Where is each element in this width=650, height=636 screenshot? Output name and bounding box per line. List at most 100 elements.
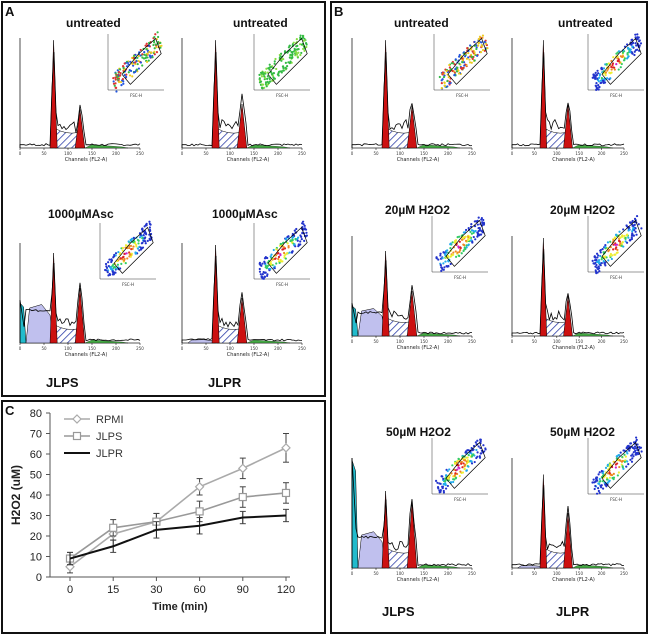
scatter-point <box>269 255 272 258</box>
scatter-point <box>604 264 607 267</box>
scatter-point <box>611 62 615 65</box>
hist-x-tick-label: 0 <box>351 571 354 576</box>
scatter-point <box>129 253 132 257</box>
scatter-point <box>478 227 481 230</box>
hist-x-tick-label: 250 <box>298 151 306 156</box>
scatter-point <box>607 259 610 262</box>
scatter-point <box>598 477 601 481</box>
scatter-x-label: FSC-H <box>610 275 622 280</box>
scatter-point <box>632 451 635 454</box>
scatter-point <box>299 234 302 237</box>
scatter-point <box>469 44 472 47</box>
scatter-point <box>151 56 154 59</box>
scatter-point <box>594 480 597 483</box>
scatter-point <box>261 277 264 280</box>
scatter-point <box>129 244 133 248</box>
scatter-point <box>604 74 607 77</box>
scatter-point <box>619 451 622 454</box>
scatter-point <box>441 73 444 76</box>
scatter-point <box>139 61 143 64</box>
scatter-point <box>479 440 482 443</box>
scatter-point <box>108 273 112 276</box>
scatter-point <box>440 82 443 85</box>
scatter-point <box>124 244 128 247</box>
hist-x-tick-label: 150 <box>88 346 96 351</box>
panel-b-row2-left-label: 20µM H2O2 <box>385 203 450 217</box>
sub-g1-area <box>25 304 54 344</box>
scatter-point <box>610 65 613 69</box>
scatter-point <box>607 472 610 475</box>
scatter-point <box>439 490 442 494</box>
scatter-point <box>155 46 158 49</box>
histogram-b-r1-l: 0 50 100 150 200 250 Channels (FL2-A) FSC-H <box>351 34 490 163</box>
scatter-point <box>288 56 291 59</box>
scatter-point <box>259 80 263 83</box>
scatter-point <box>467 454 470 457</box>
scatter-point <box>121 246 125 250</box>
scatter-point <box>125 252 128 255</box>
scatter-point <box>462 237 465 240</box>
s-phase-area <box>544 317 567 337</box>
scatter-point <box>637 223 640 226</box>
scatter-point <box>481 45 484 48</box>
scatter-point <box>438 75 441 79</box>
hist-x-axis-label: Channels (FL2-A) <box>397 157 440 163</box>
scatter-point <box>465 456 468 459</box>
sub-g1-area <box>516 565 544 569</box>
scatter-point <box>618 230 621 233</box>
scatter-point <box>131 75 134 78</box>
scatter-point <box>636 48 639 51</box>
panel-a-row2-left-label: 1000µMAsc <box>48 207 114 221</box>
scatter-point <box>148 238 152 242</box>
panel-b-row2-right-label: 20µM H2O2 <box>550 203 615 217</box>
scatter-point <box>277 74 280 77</box>
scatter-point <box>600 486 603 489</box>
scatter-point <box>136 238 139 242</box>
scatter-point <box>113 255 116 258</box>
scatter-point <box>118 68 122 71</box>
scatter-point <box>146 239 149 243</box>
scatter-point <box>138 249 141 252</box>
scatter-point <box>467 51 470 55</box>
scatter-point <box>448 63 451 67</box>
scatter-point <box>268 63 271 66</box>
g2-peak <box>236 297 248 344</box>
hist-x-tick-label: 250 <box>620 339 628 344</box>
scatter-x-label: FSC-H <box>122 282 134 287</box>
scatter-point <box>597 80 600 83</box>
scatter-point <box>600 67 603 70</box>
scatter-gate <box>267 226 308 274</box>
hist-x-tick-label: 250 <box>298 346 306 351</box>
scatter-point <box>295 38 298 41</box>
scatter-point <box>132 245 135 248</box>
scatter-point <box>618 459 621 462</box>
x-tick-label: 60 <box>193 584 205 596</box>
hist-x-tick-label: 50 <box>203 346 209 351</box>
hist-x-tick-label: 200 <box>274 346 282 351</box>
scatter-point <box>452 480 455 484</box>
scatter-gate <box>601 219 642 267</box>
histogram-envelope <box>511 484 625 568</box>
hist-x-tick-label: 0 <box>19 346 22 351</box>
scatter-point <box>462 462 465 465</box>
scatter-point <box>640 227 643 230</box>
scatter-point <box>292 41 295 44</box>
scatter-point <box>471 57 474 61</box>
scatter-point <box>439 264 442 267</box>
scatter-point <box>476 451 479 454</box>
hist-x-tick-label: 200 <box>444 571 452 576</box>
scatter-point <box>480 216 483 220</box>
scatter-point <box>115 90 118 93</box>
scatter-point <box>442 262 445 265</box>
scatter-point <box>631 230 634 233</box>
scatter-point <box>112 77 115 80</box>
scatter-gate <box>267 37 308 85</box>
scatter-point <box>155 51 159 54</box>
scatter-point <box>295 227 298 231</box>
scatter-point <box>302 47 305 51</box>
scatter-point <box>601 480 605 483</box>
scatter-point <box>131 247 134 250</box>
scatter-point <box>623 460 626 463</box>
scatter-point <box>476 223 479 226</box>
scatter-point <box>636 33 639 36</box>
